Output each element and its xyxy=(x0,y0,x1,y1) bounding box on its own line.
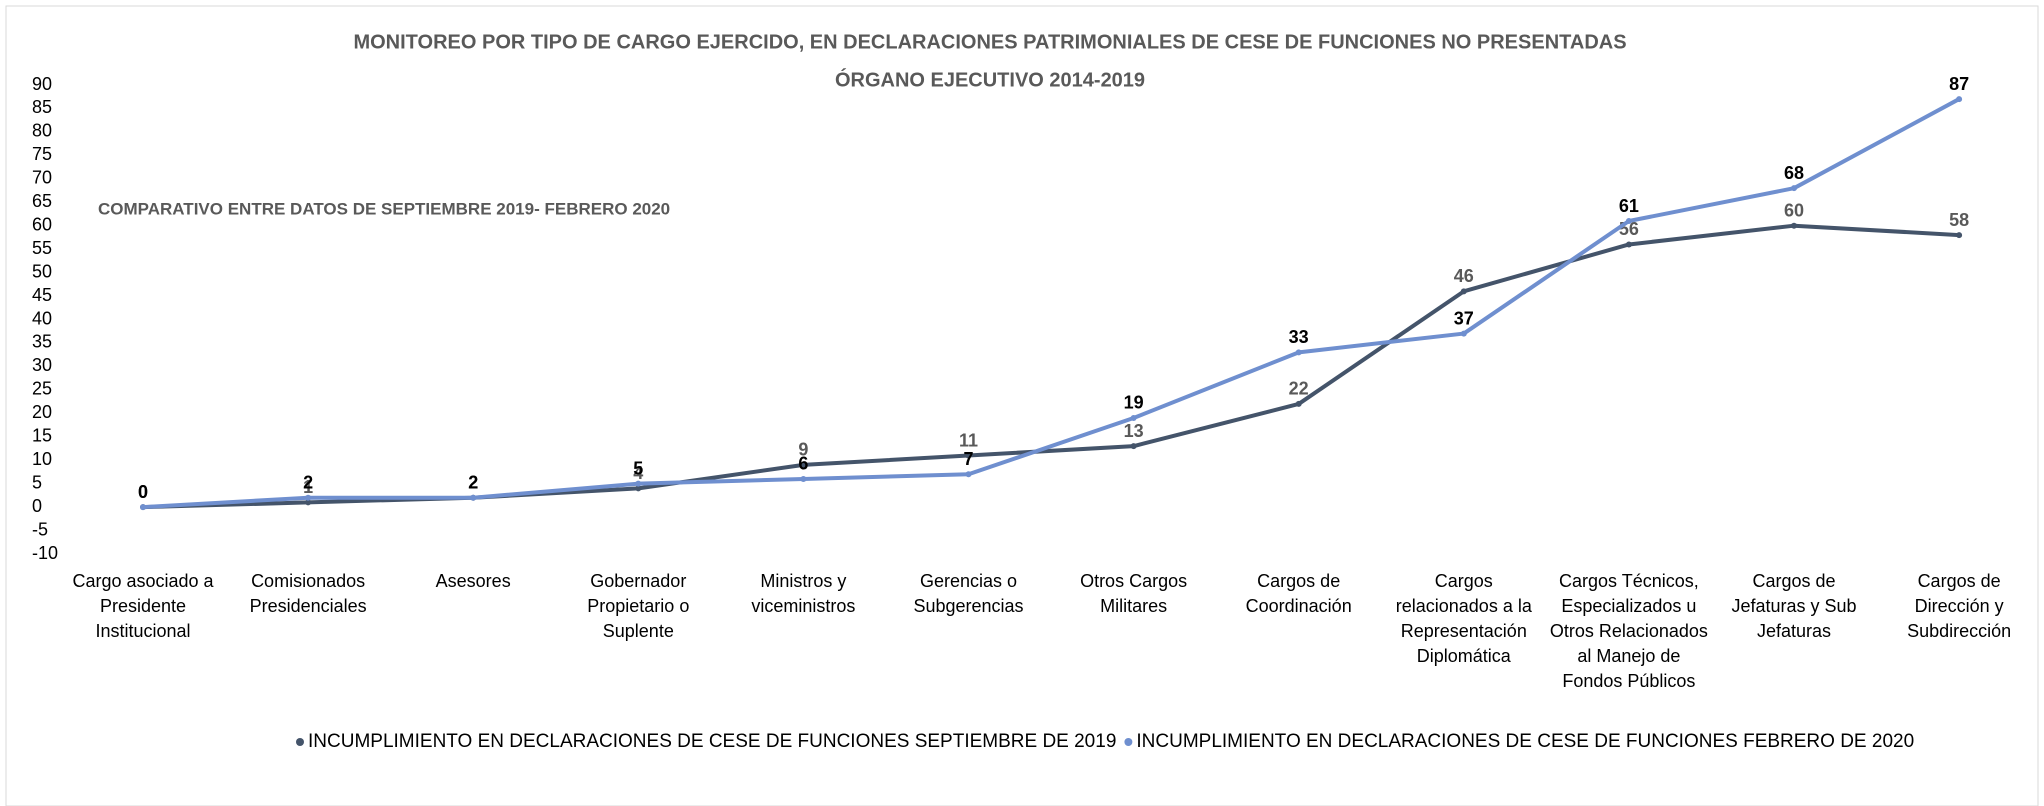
point xyxy=(1130,414,1137,421)
data-label: 37 xyxy=(1454,308,1474,328)
point xyxy=(305,494,312,501)
data-label: 19 xyxy=(1124,393,1144,413)
data-label: 9 xyxy=(798,440,808,460)
y-tick-label: 75 xyxy=(32,144,52,164)
y-tick-label: 80 xyxy=(32,121,52,141)
data-label: 2 xyxy=(303,472,313,492)
frame xyxy=(5,5,2039,806)
data-label: 22 xyxy=(1289,379,1309,399)
point xyxy=(1956,96,1963,103)
data-label: 87 xyxy=(1949,74,1969,94)
annotation: COMPARATIVO ENTRE DATOS DE SEPTIEMBRE 20… xyxy=(98,199,670,218)
point xyxy=(965,452,972,459)
data-label: 6 xyxy=(798,454,808,474)
data-label: 1 xyxy=(303,477,313,497)
y-tick-label: 30 xyxy=(32,355,52,375)
data-label: 7 xyxy=(963,449,973,469)
point xyxy=(1460,330,1467,337)
y-tick-label: 45 xyxy=(32,285,52,305)
legend-label: INCUMPLIMIENTO EN DECLARACIONES DE CESE … xyxy=(308,731,1116,752)
x-tick-label: Cargo asociado a Presidente Instituciona… xyxy=(72,571,214,641)
point xyxy=(965,471,972,478)
legend-swatch xyxy=(296,738,304,746)
y-tick-label: -5 xyxy=(32,519,48,539)
y-tick-label: 55 xyxy=(32,238,52,258)
point xyxy=(470,494,477,501)
legend-label: INCUMPLIMIENTO EN DECLARACIONES DE CESE … xyxy=(1136,731,1914,752)
x-tick-label: Comisionados Presidenciales xyxy=(249,571,367,616)
y-tick-label: 35 xyxy=(32,332,52,352)
data-label: 0 xyxy=(138,482,148,502)
data-label: 58 xyxy=(1949,210,1969,230)
y-tick-label: 15 xyxy=(32,426,52,446)
x-tick-label: Gerencias o Subgerencias xyxy=(913,571,1024,616)
data-label: 11 xyxy=(959,430,978,450)
y-tick-label: 40 xyxy=(32,308,52,328)
y-tick-label: 60 xyxy=(32,214,52,234)
chart-subtitle: ÓRGANO EJECUTIVO 2014-2019 xyxy=(835,67,1145,91)
x-tick-label: Cargos de Coordinación xyxy=(1245,571,1352,616)
point xyxy=(800,461,807,468)
data-label: 68 xyxy=(1784,163,1804,183)
data-label: 5 xyxy=(633,458,643,478)
point xyxy=(140,504,146,511)
data-label: 60 xyxy=(1784,200,1804,220)
x-tick-label: Cargos de Jefaturas y Sub Jefaturas xyxy=(1731,571,1857,641)
data-label: 13 xyxy=(1124,421,1144,441)
y-tick-label: -10 xyxy=(32,543,58,563)
x-tick-label: Cargos de Dirección y Subdirección xyxy=(1907,571,2012,641)
y-tick-label: 50 xyxy=(32,261,52,281)
legend-swatch xyxy=(1124,738,1133,746)
y-tick-label: 70 xyxy=(32,168,52,188)
y-tick-label: 85 xyxy=(32,97,52,117)
point xyxy=(1625,218,1632,225)
data-label: 33 xyxy=(1289,327,1309,347)
x-tick-label: Ministros y viceministros xyxy=(751,571,856,616)
point xyxy=(635,480,642,487)
point xyxy=(1295,349,1302,356)
point xyxy=(1295,400,1302,407)
x-tick-label: Otros Cargos Militares xyxy=(1080,571,1188,616)
y-tick-label: 20 xyxy=(32,402,52,422)
data-label: 46 xyxy=(1454,266,1474,286)
point xyxy=(305,499,312,506)
data-label: 4 xyxy=(633,463,643,483)
series-line xyxy=(142,97,1961,510)
data-label: 0 xyxy=(138,482,148,502)
y-tick-label: 90 xyxy=(32,74,52,94)
y-tick-label: 0 xyxy=(32,496,42,516)
y-tick-label: 25 xyxy=(32,379,52,399)
point xyxy=(1791,222,1797,229)
data-label: 61 xyxy=(1619,196,1639,216)
point xyxy=(800,475,807,482)
point xyxy=(1130,443,1137,450)
point xyxy=(1460,288,1467,295)
point xyxy=(1956,232,1963,239)
data-label: 2 xyxy=(468,472,478,492)
y-tick-label: 65 xyxy=(32,191,52,211)
x-tick-label: Asesores xyxy=(435,571,511,591)
data-label: 2 xyxy=(468,472,478,492)
series-line xyxy=(142,223,1960,510)
y-tick-label: 10 xyxy=(32,449,52,469)
chart-title: MONITOREO POR TIPO DE CARGO EJERCIDO, EN… xyxy=(353,31,1626,53)
point xyxy=(635,485,642,492)
point xyxy=(1625,241,1632,248)
y-tick-label: 5 xyxy=(32,472,42,492)
x-tick-label: Cargos Técnicos, Especializados u Otros … xyxy=(1549,571,1708,691)
point xyxy=(1791,185,1797,192)
x-tick-label: Cargos relacionados a la Representación … xyxy=(1395,571,1532,666)
x-tick-label: Gobernador Propietario o Suplente xyxy=(587,571,690,641)
